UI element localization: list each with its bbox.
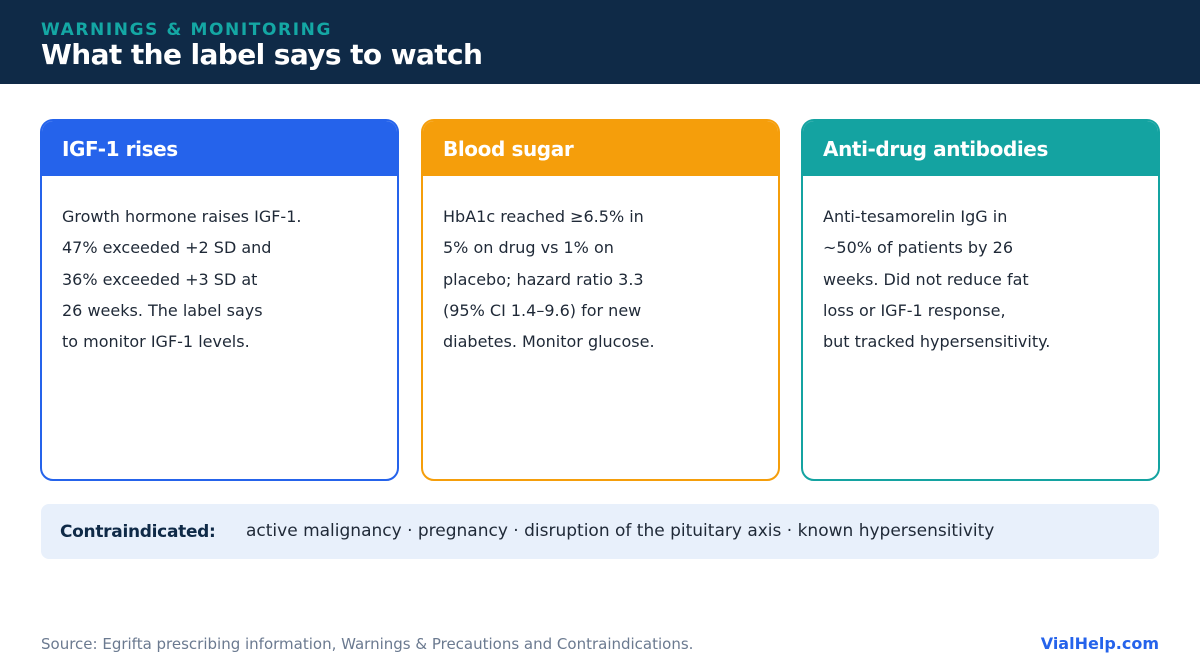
contraindications-label: Contraindicated:: [60, 522, 216, 542]
card-text-line: Anti-tesamorelin IgG in: [823, 207, 1008, 226]
card-text-line: but tracked hypersensitivity.: [823, 332, 1051, 352]
contraindications-list: active malignancy · pregnancy · disrupti…: [246, 521, 995, 541]
card-text-line: weeks. Did not reduce fat: [823, 269, 1029, 289]
card-text-line: to monitor IGF-1 levels.: [62, 332, 250, 352]
card-title: Blood sugar: [423, 121, 778, 176]
brand-link[interactable]: VialHelp.com: [1040, 634, 1159, 653]
card-text-line: 47% exceeded +2 SD and: [62, 238, 272, 258]
card-text-line: 5% on drug vs 1% on: [443, 238, 614, 258]
card-title: Anti-drug antibodies: [803, 121, 1158, 176]
contraindications-banner: Contraindicated: active malignancy · pre…: [41, 504, 1159, 559]
card-text-line: diabetes. Monitor glucose.: [443, 332, 655, 352]
page-header: WARNINGS & MONITORING What the label say…: [0, 0, 1200, 84]
card-title: IGF-1 rises: [42, 121, 397, 176]
card-text-line: ~50% of patients by 26: [823, 238, 1013, 258]
card-text-line: (95% CI 1.4–9.6) for new: [443, 300, 642, 320]
card-text-line: 26 weeks. The label says: [62, 300, 263, 320]
card-body: Growth hormone raises IGF-1. 47% exceede…: [42, 176, 397, 357]
card-text-line: HbA1c reached ≥6.5% in: [443, 207, 644, 226]
card-text-line: placebo; hazard ratio 3.3: [443, 269, 644, 289]
card-blood-sugar: Blood sugar HbA1c reached ≥6.5% in 5% on…: [421, 119, 780, 481]
page-title: What the label says to watch: [41, 38, 483, 71]
source-note: Source: Egrifta prescribing information,…: [41, 635, 694, 653]
card-body: HbA1c reached ≥6.5% in 5% on drug vs 1% …: [423, 176, 778, 357]
card-text-line: loss or IGF-1 response,: [823, 300, 1006, 320]
section-eyebrow: WARNINGS & MONITORING: [41, 20, 333, 40]
card-anti-drug-antibodies: Anti-drug antibodies Anti-tesamorelin Ig…: [801, 119, 1160, 481]
card-igf1: IGF-1 rises Growth hormone raises IGF-1.…: [40, 119, 399, 481]
card-text-line: Growth hormone raises IGF-1.: [62, 207, 302, 226]
card-text-line: 36% exceeded +3 SD at: [62, 269, 258, 289]
card-body: Anti-tesamorelin IgG in ~50% of patients…: [803, 176, 1158, 357]
